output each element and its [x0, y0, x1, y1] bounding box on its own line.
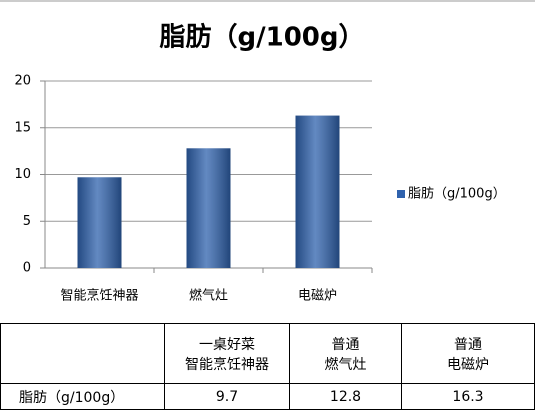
data-row: 脂肪（g/100g） 9.7 12.8 16.3 [0, 383, 535, 410]
header-cell: 一桌好菜智能烹饪神器 [164, 323, 290, 384]
value-cell: 12.8 [289, 383, 402, 410]
header-line: 一桌好菜 [199, 336, 255, 353]
corner-cell [0, 323, 165, 384]
y-tick-label: 0 [23, 261, 31, 276]
bar-shine [186, 148, 231, 268]
y-tick-label: 5 [23, 214, 31, 229]
data-table: 一桌好菜智能烹饪神器 普通燃气灶 普通电磁炉 脂肪（g/100g） 9.7 12… [0, 323, 535, 410]
header-line: 普通 [331, 336, 360, 353]
chart: 脂肪（g/100g） 0 5 10 15 20 智能烹饪神器 燃气灶 电磁炉 脂肪（g/100g… [0, 0, 535, 304]
value-cell: 16.3 [401, 383, 535, 410]
header-line: 电磁炉 [447, 356, 489, 373]
legend-swatch [397, 190, 405, 198]
y-tick-label: 20 [14, 74, 31, 89]
row-label: 脂肪（g/100g） [0, 383, 165, 410]
y-tick-label: 10 [14, 167, 31, 182]
header-cell: 普通 燃气灶 [289, 323, 402, 384]
y-tick-label: 15 [14, 120, 31, 135]
header-line: 智能烹饪神器 [185, 356, 269, 373]
legend-label: 脂肪（g/100g） [408, 186, 506, 202]
chart-title: 脂肪（g/100g） [160, 23, 365, 53]
bar-shine [295, 115, 340, 268]
x-tick-label: 燃气灶 [189, 288, 228, 304]
bar-shine [77, 177, 122, 268]
header-line: 普通 [454, 336, 482, 353]
x-tick-label: 电磁炉 [298, 289, 337, 304]
header-line: 燃气灶 [324, 356, 367, 373]
header-cell: 普通 电磁炉 [401, 323, 535, 384]
x-tick-label: 智能烹饪神器 [60, 289, 138, 304]
header-row: 一桌好菜智能烹饪神器 普通燃气灶 普通电磁炉 [0, 323, 535, 384]
value-cell: 9.7 [164, 383, 290, 410]
